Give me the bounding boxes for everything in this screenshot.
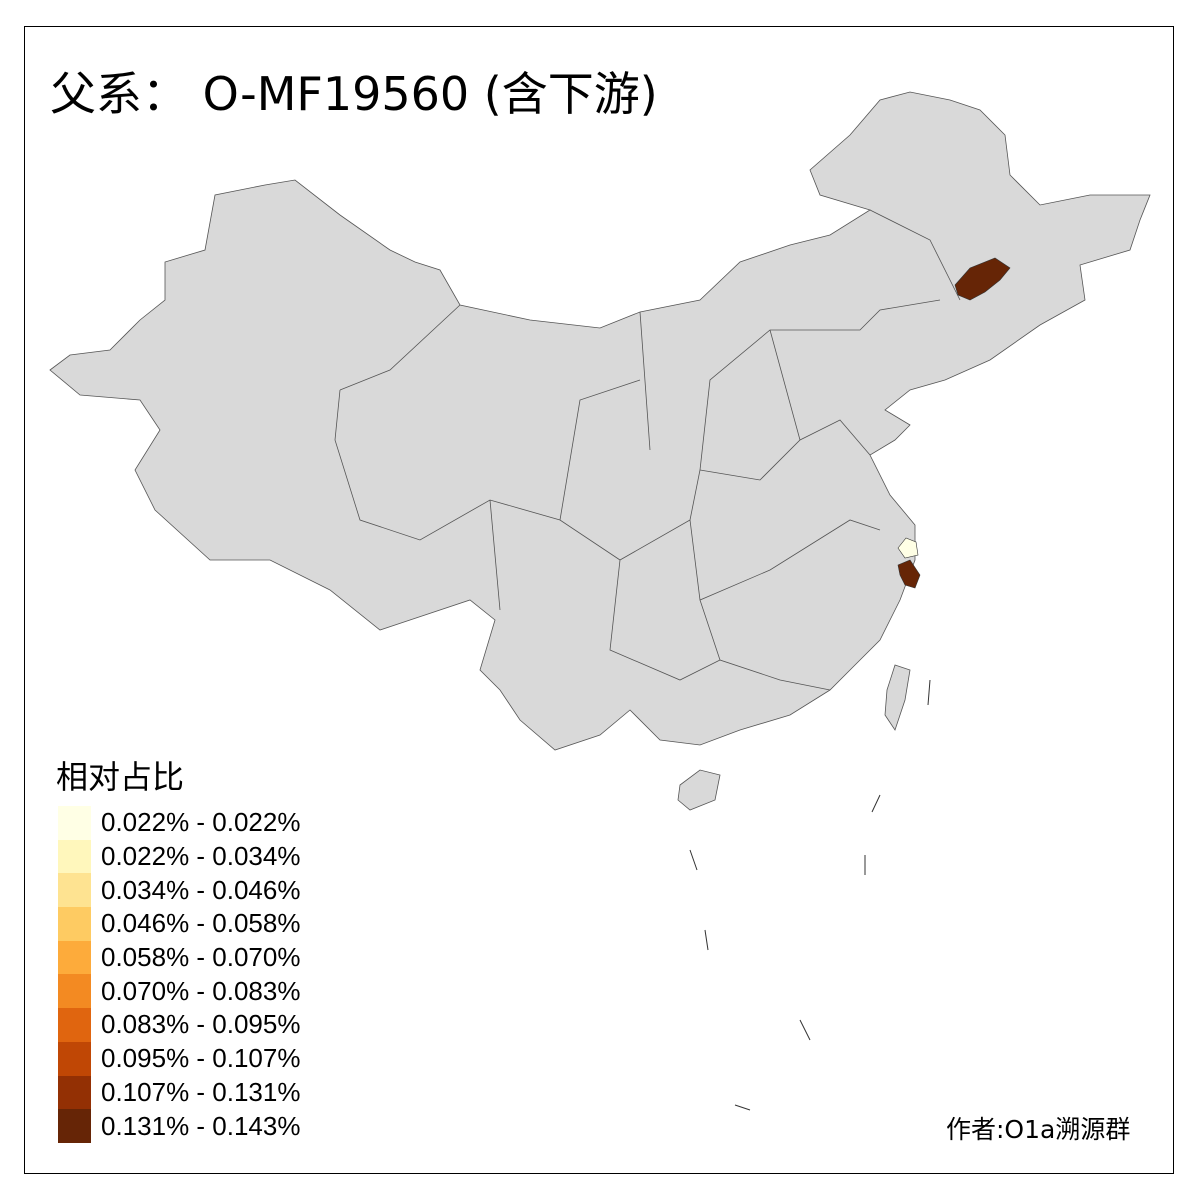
hainan-island — [677, 769, 721, 811]
legend-swatch — [58, 1075, 91, 1110]
legend-item: 0.046% - 0.058% — [58, 907, 300, 941]
legend-swatch — [58, 873, 91, 908]
legend: 0.022% - 0.022% 0.022% - 0.034% 0.034% - 0… — [58, 806, 300, 1143]
legend-item: 0.058% - 0.070% — [58, 940, 301, 975]
legend-label: 0.083% - 0.095% — [101, 1009, 301, 1040]
legend-label: 0.058% - 0.070% — [101, 942, 301, 973]
legend-label: 0.095% - 0.107% — [101, 1043, 301, 1074]
legend-swatch — [58, 839, 91, 874]
legend-item: 0.095% - 0.107% — [58, 1041, 301, 1076]
region-shanghai-area — [897, 537, 919, 559]
legend-item: 0.131% - 0.143% — [58, 1109, 300, 1143]
legend-title: 相对占比 — [56, 758, 185, 796]
legend-swatch — [58, 1008, 91, 1042]
author-credit: 作者:O1a溯源群 — [946, 1115, 1131, 1144]
legend-label: 0.070% - 0.083% — [101, 975, 301, 1006]
legend-swatch — [58, 940, 91, 975]
region-zhejiang-city — [897, 559, 921, 589]
legend-item: 0.034% - 0.046% — [58, 873, 301, 908]
china-mainland — [49, 91, 1151, 751]
legend-swatch — [58, 907, 91, 941]
legend-item: 0.022% - 0.034% — [58, 839, 301, 874]
legend-item: 0.083% - 0.095% — [58, 1008, 300, 1042]
region-northeast-city — [954, 257, 1011, 301]
legend-label: 0.107% - 0.131% — [101, 1076, 301, 1107]
legend-label: 0.022% - 0.034% — [101, 841, 301, 872]
legend-swatch — [58, 806, 91, 840]
legend-label: 0.022% - 0.022% — [101, 807, 301, 838]
province-borders — [334, 209, 961, 691]
map-frame — [24, 26, 1174, 1174]
legend-item: 0.107% - 0.131% — [58, 1075, 301, 1110]
legend-item: 0.070% - 0.083% — [58, 974, 301, 1009]
legend-label: 0.131% - 0.143% — [101, 1110, 301, 1141]
legend-swatch — [58, 1109, 91, 1143]
south-china-sea-islands — [689, 679, 931, 1111]
legend-swatch — [58, 1041, 91, 1076]
legend-swatch — [58, 974, 91, 1009]
legend-label: 0.046% - 0.058% — [101, 908, 301, 939]
legend-item: 0.022% - 0.022% — [58, 806, 300, 840]
taiwan-island — [884, 664, 911, 731]
map-title: 父系： O-MF19560 (含下游) — [50, 67, 658, 121]
legend-label: 0.034% - 0.046% — [101, 874, 301, 905]
